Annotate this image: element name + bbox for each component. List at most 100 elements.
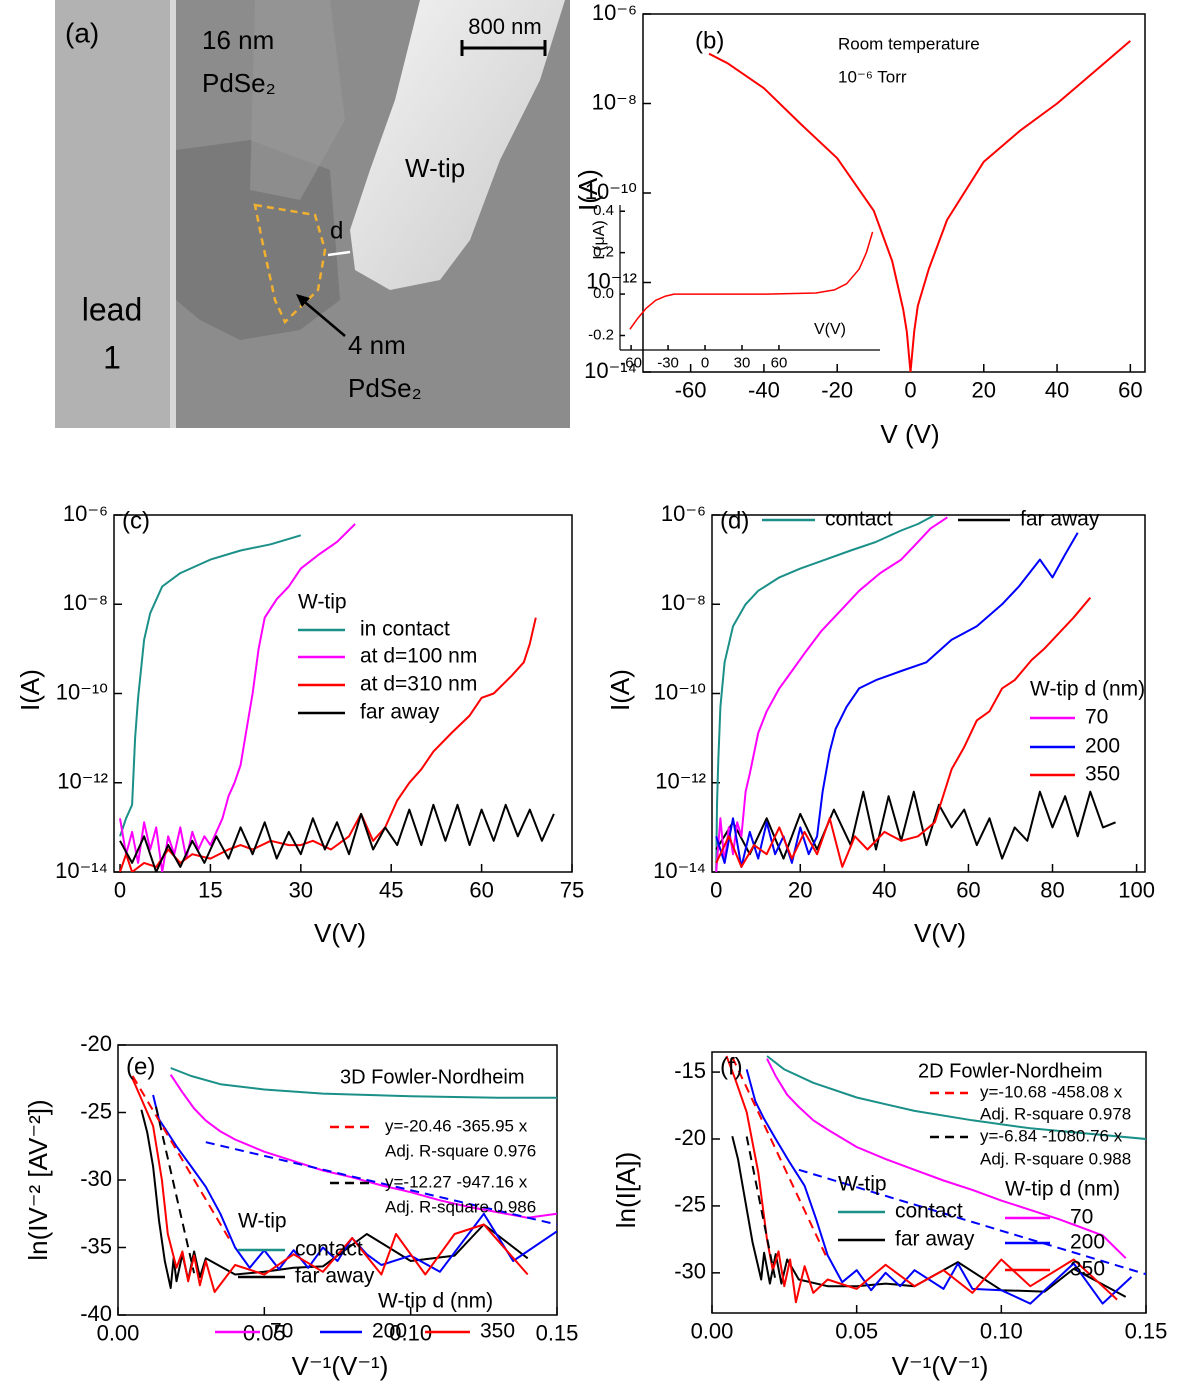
y-tick-label: 10⁻⁸ (63, 590, 108, 615)
y-tick-label: -35 (80, 1233, 112, 1258)
legend-label: 70 (270, 1320, 293, 1343)
x-tick-label: 40 (1045, 378, 1069, 403)
legend-label: 200 (1085, 735, 1120, 758)
sem-panel: (a) 800 nm 16 nm PdSe₂ W-tip d lead 1 4 … (55, 0, 570, 428)
data-line (119, 803, 555, 872)
y-tick-label: 10⁻⁸ (592, 89, 637, 114)
inset-chart: -60 -30 0 30 60 -0.2 0.0 0.2 0.4 V(V) I (μA) (588, 202, 880, 371)
y-tick-label: 10⁻¹⁰ (654, 679, 706, 704)
x-tick-label: 0 (114, 878, 126, 903)
y-tick-label: 0.4 (593, 202, 614, 219)
legend-title: W-tip d (nm) (1030, 678, 1145, 701)
plot-area (715, 515, 1116, 872)
data-line (715, 597, 1092, 868)
data-line (119, 534, 302, 837)
annotation: 2D Fowler-Nordheim (918, 1060, 1103, 1082)
data-line (715, 532, 1079, 868)
x-tick-label: 60 (771, 354, 788, 371)
legend-label: far away (360, 701, 440, 724)
legend-label: 70 (1085, 706, 1108, 729)
y-tick-label: 10⁻⁶ (592, 0, 637, 25)
scale-label: 800 nm (468, 14, 541, 39)
panel-label: (b) (695, 27, 724, 54)
legend-label: 350 (480, 1320, 515, 1343)
y-tick-label: 10⁻⁶ (661, 501, 706, 526)
y-axis-label: I(A) (573, 169, 603, 211)
legend-label: y=-6.84 -1080.76 x (980, 1126, 1123, 1145)
legend-title: W-tip d (nm) (1005, 1178, 1120, 1201)
x-axis-label: V(V) (914, 918, 966, 948)
y-tick-label: 10⁻¹² (57, 769, 108, 794)
sem-label: 1 (103, 339, 121, 375)
chart: 0.00 0.05 0.10 0.15-40-35-30-25-20contactfa… (23, 1031, 579, 1381)
chart: 0 20 40 60 80 100 10⁻¹⁴ 10⁻¹² 10⁻¹⁰ 10⁻⁸ 10⁻⁶ conta… (605, 501, 1155, 948)
x-axis-label: V(V) (814, 321, 846, 338)
y-tick-label: 10⁻¹⁴ (653, 858, 706, 883)
chart: 0.00 0.05 0.10 0.15 -30 -25 -20 -15 contact far a… (611, 1051, 1168, 1381)
y-axis-label: ln(I[A]) (611, 1152, 641, 1229)
x-tick-label: 0.10 (980, 1319, 1023, 1344)
lead-edge (170, 0, 176, 428)
y-axis-label: I(A) (605, 669, 635, 711)
y-tick-label: 0.2 (593, 244, 614, 261)
y-tick-label: 10⁻¹⁰ (56, 679, 108, 704)
y-tick-label: -20 (674, 1125, 706, 1150)
sem-label: d (330, 217, 343, 244)
sem-label: 16 nm (202, 25, 274, 55)
y-tick-label: 10⁻¹⁰ (585, 179, 637, 204)
y-tick-label: 0.0 (593, 285, 614, 302)
data-line (119, 523, 356, 872)
x-tick-label: 45 (379, 878, 403, 903)
y-tick-label: -15 (674, 1058, 706, 1083)
x-tick-label: 0.00 (97, 1321, 140, 1346)
chart: 0 15 30 45 60 75 10⁻¹⁴ 10⁻¹² 10⁻¹⁰ 10⁻⁸ 10⁻⁶ in con… (15, 501, 584, 948)
y-tick-label: 10⁻⁶ (63, 501, 108, 526)
legend-label: 200 (1070, 1231, 1105, 1254)
x-tick-label: 30 (734, 354, 751, 371)
x-tick-label: -40 (748, 378, 780, 403)
plot-area (725, 1055, 1146, 1305)
legend-label: at d=100 nm (360, 645, 477, 668)
y-tick-label: -25 (80, 1098, 112, 1123)
y-tick-label: -30 (674, 1259, 706, 1284)
x-tick-label: 20 (788, 878, 812, 903)
x-tick-label: 0.15 (1125, 1319, 1168, 1344)
legend-title: W-tip d (nm) (378, 1290, 493, 1313)
legend-label: y=-12.27 -947.16 x (385, 1172, 528, 1191)
fit-r-square: Adj. R-square 0.988 (980, 1149, 1131, 1168)
plot-frame (711, 514, 1146, 873)
arrow-head (296, 294, 310, 307)
fit-line (131, 1075, 231, 1240)
legend-label: 70 (1070, 1206, 1093, 1229)
legend-label: y=-20.46 -365.95 x (385, 1116, 528, 1135)
y-tick-label: 10⁻¹⁴ (55, 858, 108, 883)
fit-line (205, 1141, 557, 1226)
x-tick-label: 0.15 (536, 1321, 579, 1346)
x-tick-label: 40 (872, 878, 896, 903)
legend-label: 350 (1070, 1258, 1105, 1281)
x-tick-label: 15 (198, 878, 222, 903)
legend-label: far away (895, 1228, 975, 1251)
x-tick-label: 60 (1118, 378, 1142, 403)
data-line (140, 1109, 529, 1289)
legend-label: far away (1020, 508, 1100, 531)
sem-label: 4 nm (348, 330, 406, 360)
x-tick-label: 100 (1118, 878, 1155, 903)
flake-thick (250, 0, 345, 200)
y-axis-label: I (μA) (591, 220, 608, 259)
fit-line (798, 1168, 1146, 1276)
y-axis-label: ln(IV⁻² [AV⁻²]) (23, 1099, 53, 1260)
flake-outline (253, 203, 327, 325)
data-line (715, 515, 936, 872)
plot-area (629, 231, 874, 330)
legend-label: far away (295, 1265, 375, 1288)
sem-label: PdSe₂ (202, 68, 276, 98)
y-tick-label: -25 (674, 1192, 706, 1217)
data-line (715, 790, 1116, 860)
x-tick-label: 0.00 (691, 1319, 734, 1344)
y-tick-label: -30 (80, 1166, 112, 1191)
panel-label: (d) (720, 507, 749, 534)
x-axis-label: V (V) (880, 419, 939, 449)
data-line (766, 1058, 1127, 1259)
legend-label: contact (895, 1200, 963, 1223)
